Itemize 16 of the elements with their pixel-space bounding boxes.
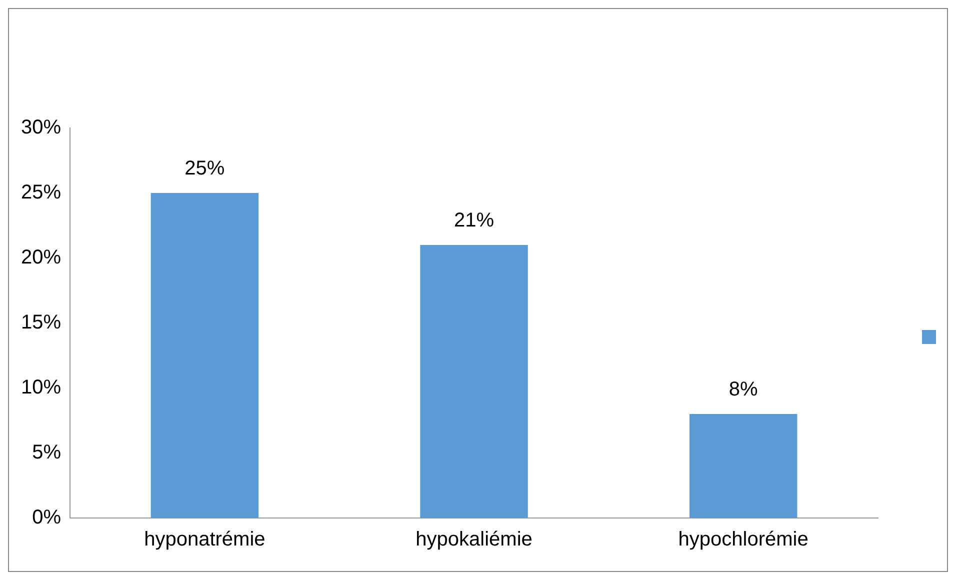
bar bbox=[150, 193, 259, 518]
data-label: 8% bbox=[728, 378, 758, 401]
y-tick-label: 10% bbox=[21, 376, 62, 399]
y-tick-label: 5% bbox=[32, 442, 62, 464]
data-label: 21% bbox=[454, 210, 494, 232]
x-tick-label: hypokaliémie bbox=[416, 528, 532, 551]
y-tick-label: 15% bbox=[21, 312, 62, 334]
data-label: 25% bbox=[184, 158, 225, 180]
y-tick-label: 20% bbox=[21, 246, 62, 269]
y-tick-label: 0% bbox=[32, 506, 62, 529]
bar bbox=[689, 414, 798, 518]
y-tick-label: 25% bbox=[21, 182, 62, 204]
bar bbox=[420, 245, 528, 518]
y-tick-label: 30% bbox=[21, 116, 62, 139]
x-tick-label: hyponatrémie bbox=[144, 528, 266, 551]
x-tick-label: hypochlorémie bbox=[678, 528, 808, 551]
